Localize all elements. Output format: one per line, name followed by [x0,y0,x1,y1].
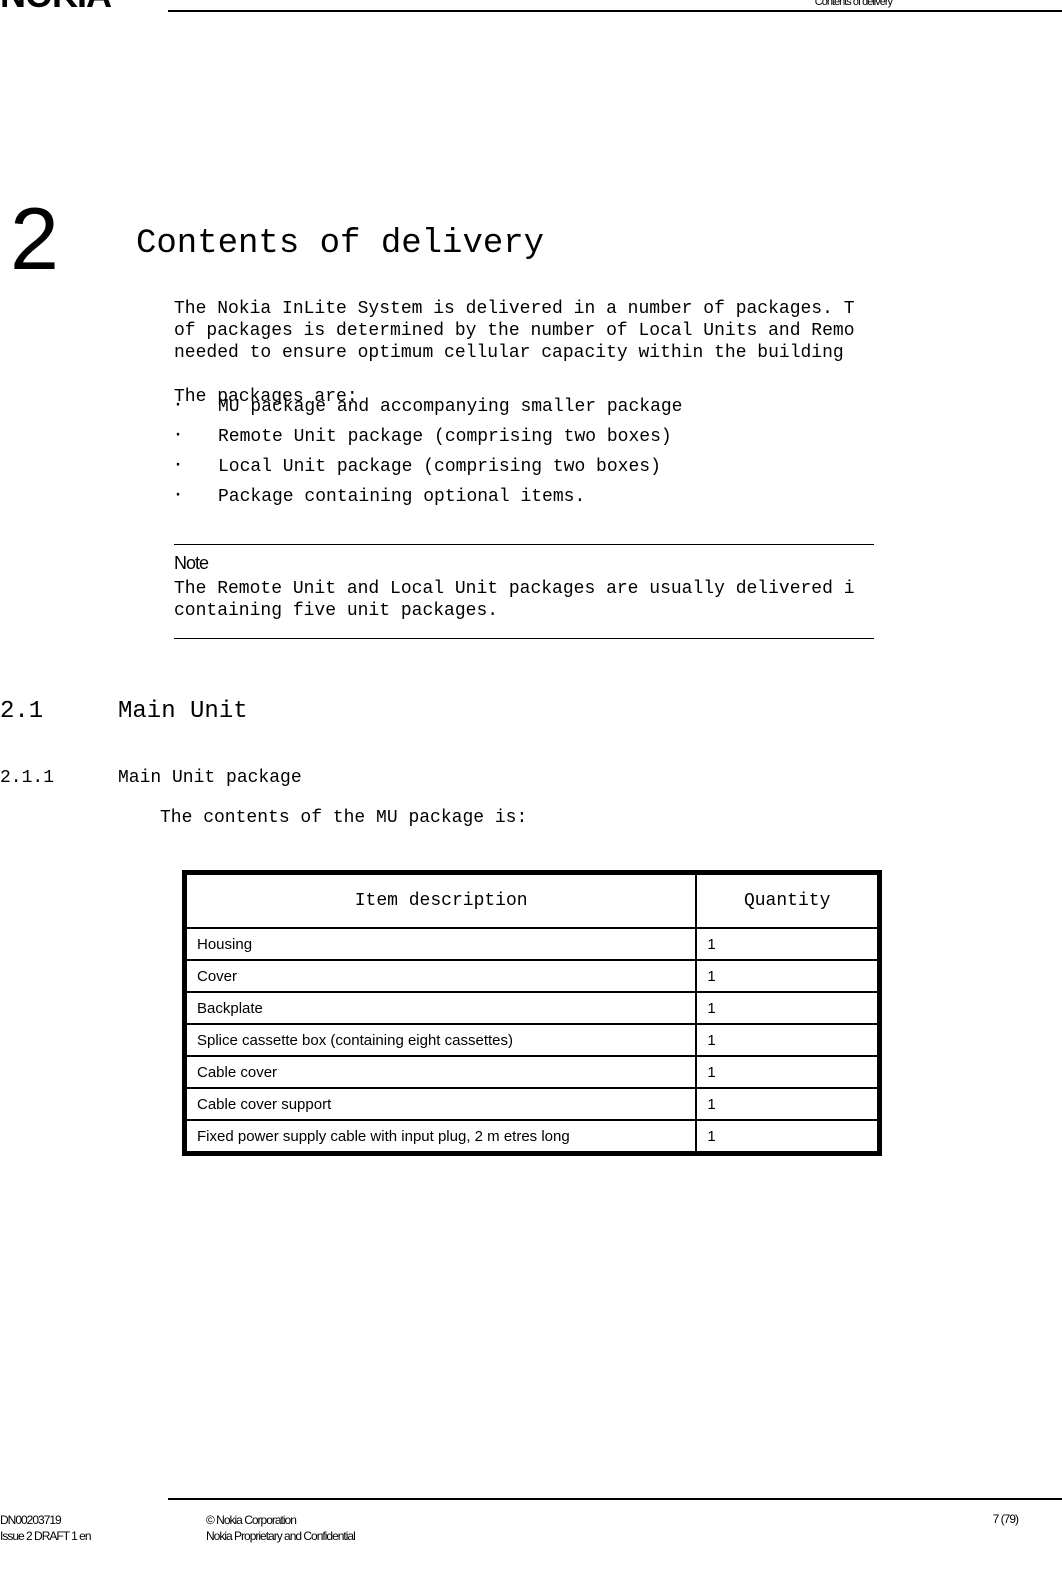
table-row: Cable cover1 [185,1056,880,1088]
cell-qty: 1 [696,1088,879,1120]
footer-middle: © Nokia Corporation Nokia Proprietary an… [206,1512,355,1544]
mu-package-table: Item description Quantity Housing1Cover1… [182,870,882,1156]
bullet-dot-icon: · [174,395,218,413]
note-box: Note The Remote Unit and Local Unit pack… [174,544,874,622]
cell-item: Cable cover support [185,1088,697,1120]
col-item-description: Item description [185,873,697,929]
section-number: 2.1 [0,698,43,725]
bullet-text: Package containing optional items. [218,482,585,512]
chapter-number: 2 [10,188,59,290]
footer-left: DN00203719 Issue 2 DRAFT 1 en [0,1512,91,1544]
confidential-line: Nokia Proprietary and Confidential [206,1528,355,1544]
chapter-title: Contents of delivery [136,225,544,263]
table-header-row: Item description Quantity [185,873,880,929]
bullet-item: ·Package containing optional items. [174,482,682,512]
cell-item: Cover [185,960,697,992]
package-bullet-list: ·MU package and accompanying smaller pac… [174,392,682,512]
cell-item: Backplate [185,992,697,1024]
col-quantity: Quantity [696,873,879,929]
note-label: Note [174,553,874,574]
running-head: Contents of delivery [815,0,892,8]
bullet-dot-icon: · [174,485,218,503]
table-row: Backplate1 [185,992,880,1024]
subsection-number: 2.1.1 [0,768,54,788]
issue-line: Issue 2 DRAFT 1 en [0,1528,91,1544]
cell-item: Housing [185,928,697,960]
page-number: 7 (79) [993,1512,1018,1526]
note-bottom-rule [174,638,874,639]
table-row: Fixed power supply cable with input plug… [185,1120,880,1154]
bullet-text: Local Unit package (comprising two boxes… [218,452,661,482]
cell-qty: 1 [696,960,879,992]
table-row: Housing1 [185,928,880,960]
copyright-line: © Nokia Corporation [206,1512,355,1528]
footer-rule [168,1498,1062,1500]
note-body: The Remote Unit and Local Unit packages … [174,578,874,622]
cell-item: Cable cover [185,1056,697,1088]
bullet-item: ·Local Unit package (comprising two boxe… [174,452,682,482]
cell-qty: 1 [696,1056,879,1088]
cell-qty: 1 [696,928,879,960]
brand-logo-crop: NOKIA [0,0,111,8]
table-row: Cover1 [185,960,880,992]
cell-qty: 1 [696,1024,879,1056]
table-intro-text: The contents of the MU package is: [160,808,527,828]
subsection-title: Main Unit package [118,768,302,788]
section-title: Main Unit [118,698,248,725]
cell-qty: 1 [696,992,879,1024]
bullet-dot-icon: · [174,455,218,473]
cell-qty: 1 [696,1120,879,1154]
note-top-rule [174,544,874,545]
bullet-dot-icon: · [174,425,218,443]
bullet-text: MU package and accompanying smaller pack… [218,392,682,422]
bullet-item: ·Remote Unit package (comprising two box… [174,422,682,452]
header-rule [168,10,1062,12]
doc-number: DN00203719 [0,1512,91,1528]
table-row: Splice cassette box (containing eight ca… [185,1024,880,1056]
cell-item: Fixed power supply cable with input plug… [185,1120,697,1154]
table-row: Cable cover support1 [185,1088,880,1120]
bullet-text: Remote Unit package (comprising two boxe… [218,422,672,452]
bullet-item: ·MU package and accompanying smaller pac… [174,392,682,422]
cell-item: Splice cassette box (containing eight ca… [185,1024,697,1056]
